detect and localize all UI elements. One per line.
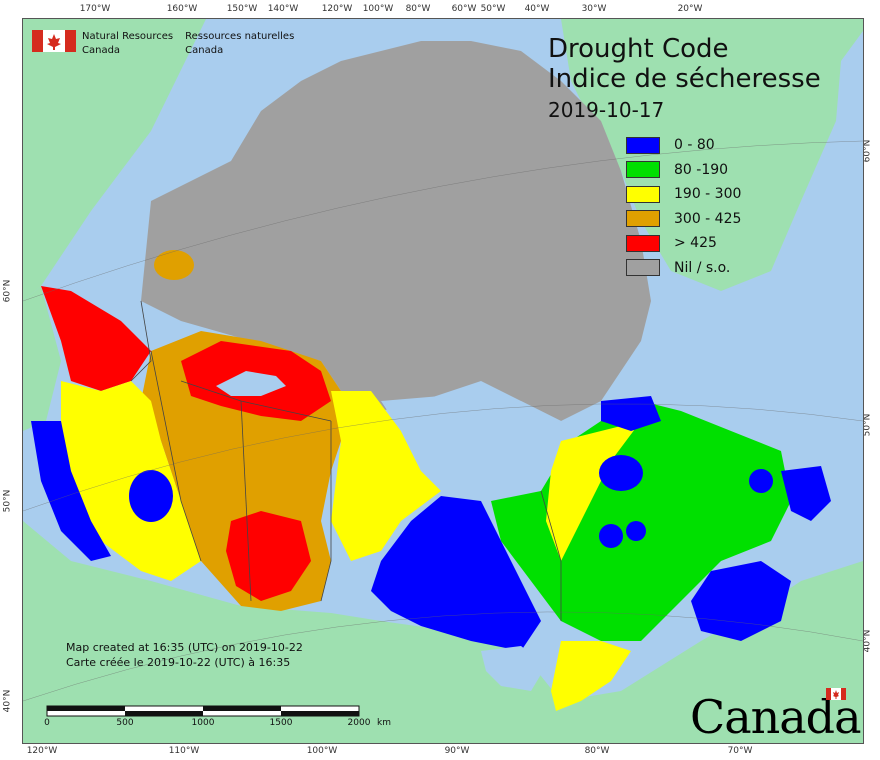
legend-item: Nil / s.o. — [626, 256, 741, 281]
graticule-label-top: 60°W — [451, 4, 477, 14]
hudson-bay — [381, 396, 561, 491]
province-borders — [130, 300, 562, 621]
greenland-land — [561, 19, 863, 291]
legend-swatch — [626, 136, 660, 154]
scale-bar-graphic — [46, 705, 360, 717]
drought-blue-quebec — [599, 524, 623, 548]
graticule-label-bottom: 110°W — [168, 746, 200, 756]
graticule-label-bottom: 80°W — [584, 746, 610, 756]
graticule-label-top: 80°W — [405, 4, 431, 14]
graticule-label-left: 60°N — [2, 279, 13, 303]
nrcan-en-line1: Natural Resources — [82, 31, 174, 42]
graticule-label-bottom: 90°W — [444, 746, 470, 756]
scale-bar: 0 500 1000 1500 2000 km — [44, 704, 391, 728]
creation-note-en: Map created at 16:35 (UTC) on 2019-10-22 — [66, 641, 303, 654]
graticule-label-top: 170°W — [79, 4, 111, 14]
drought-blue-newfoundland — [781, 466, 831, 521]
map-title: Drought Code Indice de sécheresse 2019-1… — [548, 34, 821, 124]
nrcan-signature: Natural Resources Canada Ressources natu… — [32, 30, 294, 58]
scale-unit: km — [377, 718, 391, 728]
legend-label: Nil / s.o. — [674, 259, 731, 276]
nrcan-en-line2: Canada — [82, 45, 121, 56]
graticule-label-top: 40°W — [524, 4, 550, 14]
drought-map — [23, 19, 863, 743]
scale-tick: 1000 — [191, 718, 215, 728]
drought-red-west — [41, 286, 151, 391]
drought-blue-quebec — [626, 521, 646, 541]
legend-swatch — [626, 210, 660, 228]
legend-swatch — [626, 185, 660, 203]
drought-yellow-manitoba — [331, 391, 441, 561]
graticule-label-top: 100°W — [362, 4, 394, 14]
graticule-label-left: 40°N — [2, 689, 13, 713]
graticule-label-left: 50°N — [2, 489, 13, 513]
graticule-label-top: 140°W — [267, 4, 299, 14]
wordmark-flag-icon — [826, 688, 846, 700]
great-slave-lake — [216, 371, 286, 396]
scale-tick: 1500 — [269, 718, 293, 728]
graticule-label-bottom: 70°W — [727, 746, 753, 756]
legend-swatch — [626, 161, 660, 179]
graticule-label-top: 20°W — [677, 4, 703, 14]
legend-label: 300 - 425 — [674, 210, 742, 227]
legend-item: 0 - 80 — [626, 133, 741, 158]
drought-blue-quebec — [599, 455, 643, 491]
nrcan-fr: Ressources naturelles Canada — [185, 30, 294, 58]
great-lakes — [481, 646, 546, 691]
scale-tick: 2000 — [347, 718, 371, 728]
graticule-label-bottom: 100°W — [306, 746, 338, 756]
legend-swatch — [626, 234, 660, 252]
nrcan-fr-line2: Canada — [185, 45, 224, 56]
canada-nil-north — [141, 41, 651, 421]
creation-note: Map created at 16:35 (UTC) on 2019-10-22… — [66, 640, 303, 670]
graticule-label-top: 30°W — [581, 4, 607, 14]
drought-blue-ontario — [371, 496, 541, 651]
nrcan-en: Natural Resources Canada — [82, 30, 173, 58]
legend-item: 80 -190 — [626, 158, 741, 183]
legend-item: 190 - 300 — [626, 182, 741, 207]
legend-swatch — [626, 259, 660, 277]
title-french: Indice de sécheresse — [548, 64, 821, 94]
legend-item: > 425 — [626, 231, 741, 256]
scale-tick: 0 — [44, 718, 50, 728]
drought-orange-blob — [154, 250, 194, 280]
alaska-land — [23, 286, 61, 431]
legend-label: 80 -190 — [674, 161, 729, 178]
drought-blue-bc-coast — [31, 421, 111, 561]
alaska-land — [23, 19, 206, 301]
drought-yellow-quebec — [546, 421, 641, 561]
graticule-label-top: 150°W — [226, 4, 258, 14]
legend-label: 0 - 80 — [674, 137, 715, 154]
graticule-lines — [23, 140, 863, 702]
map-date: 2019-10-17 — [548, 98, 665, 122]
canada-flag-icon — [32, 30, 76, 52]
legend-label: > 425 — [674, 235, 717, 252]
scale-tick: 500 — [116, 718, 134, 728]
legend-item: 300 - 425 — [626, 207, 741, 232]
graticule-label-top: 160°W — [166, 4, 198, 14]
creation-note-fr: Carte créée le 2019-10-22 (UTC) à 16:35 — [66, 656, 291, 669]
map-canvas — [22, 18, 864, 744]
graticule-label-top: 120°W — [321, 4, 353, 14]
legend: 0 - 80 80 -190 190 - 300 300 - 425 > 425… — [626, 133, 741, 280]
drought-yellow-south-ontario — [551, 641, 631, 711]
drought-blue-labrador — [601, 396, 661, 431]
graticule-label-bottom: 120°W — [26, 746, 58, 756]
drought-blue-maritimes — [691, 561, 791, 641]
legend-label: 190 - 300 — [674, 186, 742, 203]
nrcan-fr-line1: Ressources naturelles — [185, 31, 295, 42]
drought-blue-quebec — [749, 469, 773, 493]
graticule-label-top: 50°W — [480, 4, 506, 14]
drought-blue-bc-interior — [129, 470, 173, 522]
title-english: Drought Code — [548, 34, 729, 64]
